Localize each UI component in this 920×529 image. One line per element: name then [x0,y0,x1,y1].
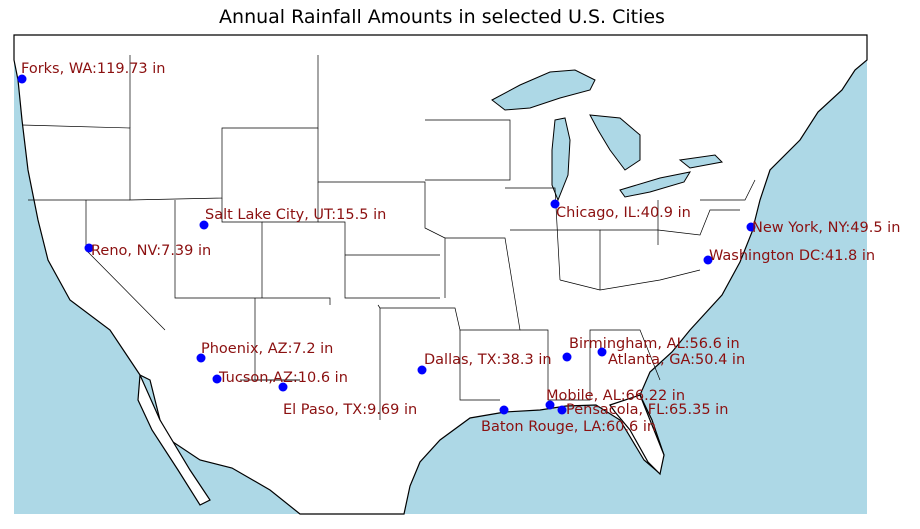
city-marker-washington-dc [703,255,713,265]
city-marker-el-paso [278,382,288,392]
city-label-reno: Reno, NV:7.39 in [91,243,211,259]
florida-peninsula [609,394,665,476]
city-marker-new-york [746,222,756,232]
city-overlay: Forks, WA:119.73 in Salt Lake City, UT:15… [17,61,900,435]
city-label-baton-rouge: Baton Rouge, LA:60.6 in [481,419,656,435]
lake-erie [619,171,692,198]
city-marker-chicago [550,199,560,209]
lake-huron [589,114,641,171]
city-label-mobile: Mobile, AL:66.22 in [546,388,685,404]
lake-superior [491,69,596,111]
city-label-el-paso: El Paso, TX:9.69 in [283,402,417,418]
map-title: Annual Rainfall Amounts in selected U.S.… [219,6,665,28]
lake-ontario [678,154,724,169]
city-marker-pensacola [557,405,567,415]
baja [137,374,211,506]
city-label-tucson: Tucson,AZ:10.6 in [218,370,348,386]
land [13,34,868,515]
city-marker-phoenix [196,353,206,363]
lake-michigan [551,117,571,202]
city-marker-tucson [212,374,222,384]
city-marker-birmingham [562,352,572,362]
city-label-salt-lake-city: Salt Lake City, UT:15.5 in [205,207,386,223]
city-marker-dallas [417,365,427,375]
city-label-forks: Forks, WA:119.73 in [21,61,165,77]
city-marker-salt-lake-city [199,220,209,230]
city-label-atlanta: Atlanta, GA:50.4 in [608,352,745,368]
city-marker-atlanta [597,347,607,357]
city-label-washington-dc: Washington DC:41.8 in [709,248,875,264]
state-borders [21,55,756,420]
city-marker-reno [84,243,94,253]
map-background [13,34,868,515]
city-marker-mobile [545,400,555,410]
city-label-new-york: New York, NY:49.5 in [752,220,900,236]
city-label-chicago: Chicago, IL:40.9 in [556,205,691,221]
city-label-birmingham: Birmingham, AL:56.6 in [569,336,740,352]
city-label-dallas: Dallas, TX:38.3 in [424,352,552,368]
city-label-phoenix: Phoenix, AZ:7.2 in [201,341,333,357]
city-marker-baton-rouge [499,405,509,415]
city-label-pensacola: Pensacola, FL:65.35 in [566,402,728,418]
city-marker-forks [17,74,27,84]
